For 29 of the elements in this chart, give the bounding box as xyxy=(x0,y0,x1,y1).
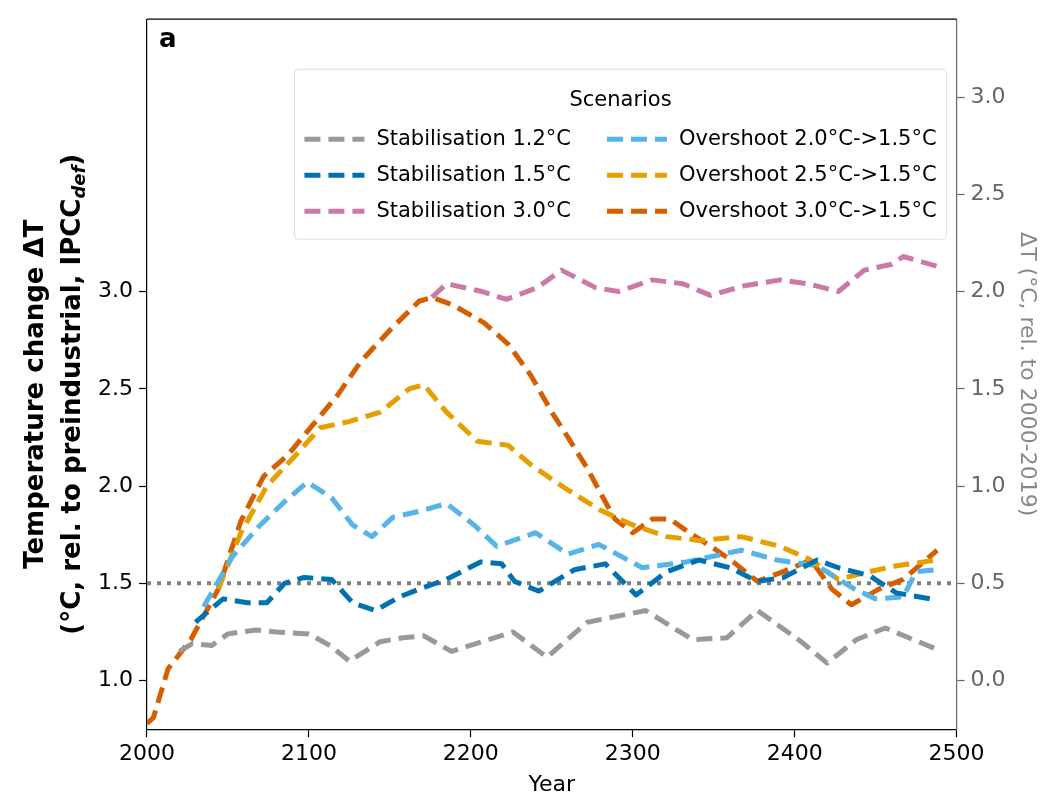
legend-label: Overshoot 3.0°C->1.5°C xyxy=(678,197,937,222)
legend-label: Stabilisation 3.0°C xyxy=(376,197,571,222)
y-tick-label: 1.5 xyxy=(97,569,133,595)
x-tick-label: 2300 xyxy=(604,740,661,766)
y-tick-label: 2.5 xyxy=(97,374,133,400)
y2-tick-label: 3.0 xyxy=(970,82,1006,108)
legend-label: Stabilisation 1.5°C xyxy=(376,161,571,186)
y-tick-label: 2.0 xyxy=(97,471,133,497)
y2-tick-label: 0.5 xyxy=(970,569,1006,595)
y2-axis-title: ΔT (°C, rel. to 2000-2019) xyxy=(1016,232,1042,517)
legend-label: Overshoot 2.5°C->1.5°C xyxy=(678,161,937,186)
x-tick-label: 2500 xyxy=(928,740,985,766)
x-tick-label: 2200 xyxy=(442,740,499,766)
annotation: a xyxy=(158,22,177,53)
legend-title: Scenarios xyxy=(569,86,672,111)
x-tick-label: 2400 xyxy=(766,740,823,766)
x-tick-label: 2000 xyxy=(118,740,175,766)
y2-tick-label: 0.0 xyxy=(970,666,1006,692)
y-tick-label: 1.0 xyxy=(97,666,133,692)
x-axis-title: Year xyxy=(527,770,577,796)
y-axis-title: Temperature change ΔT (°C, rel. to preindustrial, IPCCdef) xyxy=(18,153,90,635)
legend-label: Overshoot 2.0°C->1.5°C xyxy=(678,125,937,150)
y2-tick-label: 1.5 xyxy=(970,374,1006,400)
y-tick-label: 3.0 xyxy=(97,277,133,303)
x-tick-label: 2100 xyxy=(280,740,337,766)
y2-tick-label: 1.0 xyxy=(970,471,1006,497)
y2-tick-label: 2.5 xyxy=(970,179,1006,205)
y2-tick-label: 2.0 xyxy=(970,277,1006,303)
legend-label: Stabilisation 1.2°C xyxy=(376,125,571,150)
